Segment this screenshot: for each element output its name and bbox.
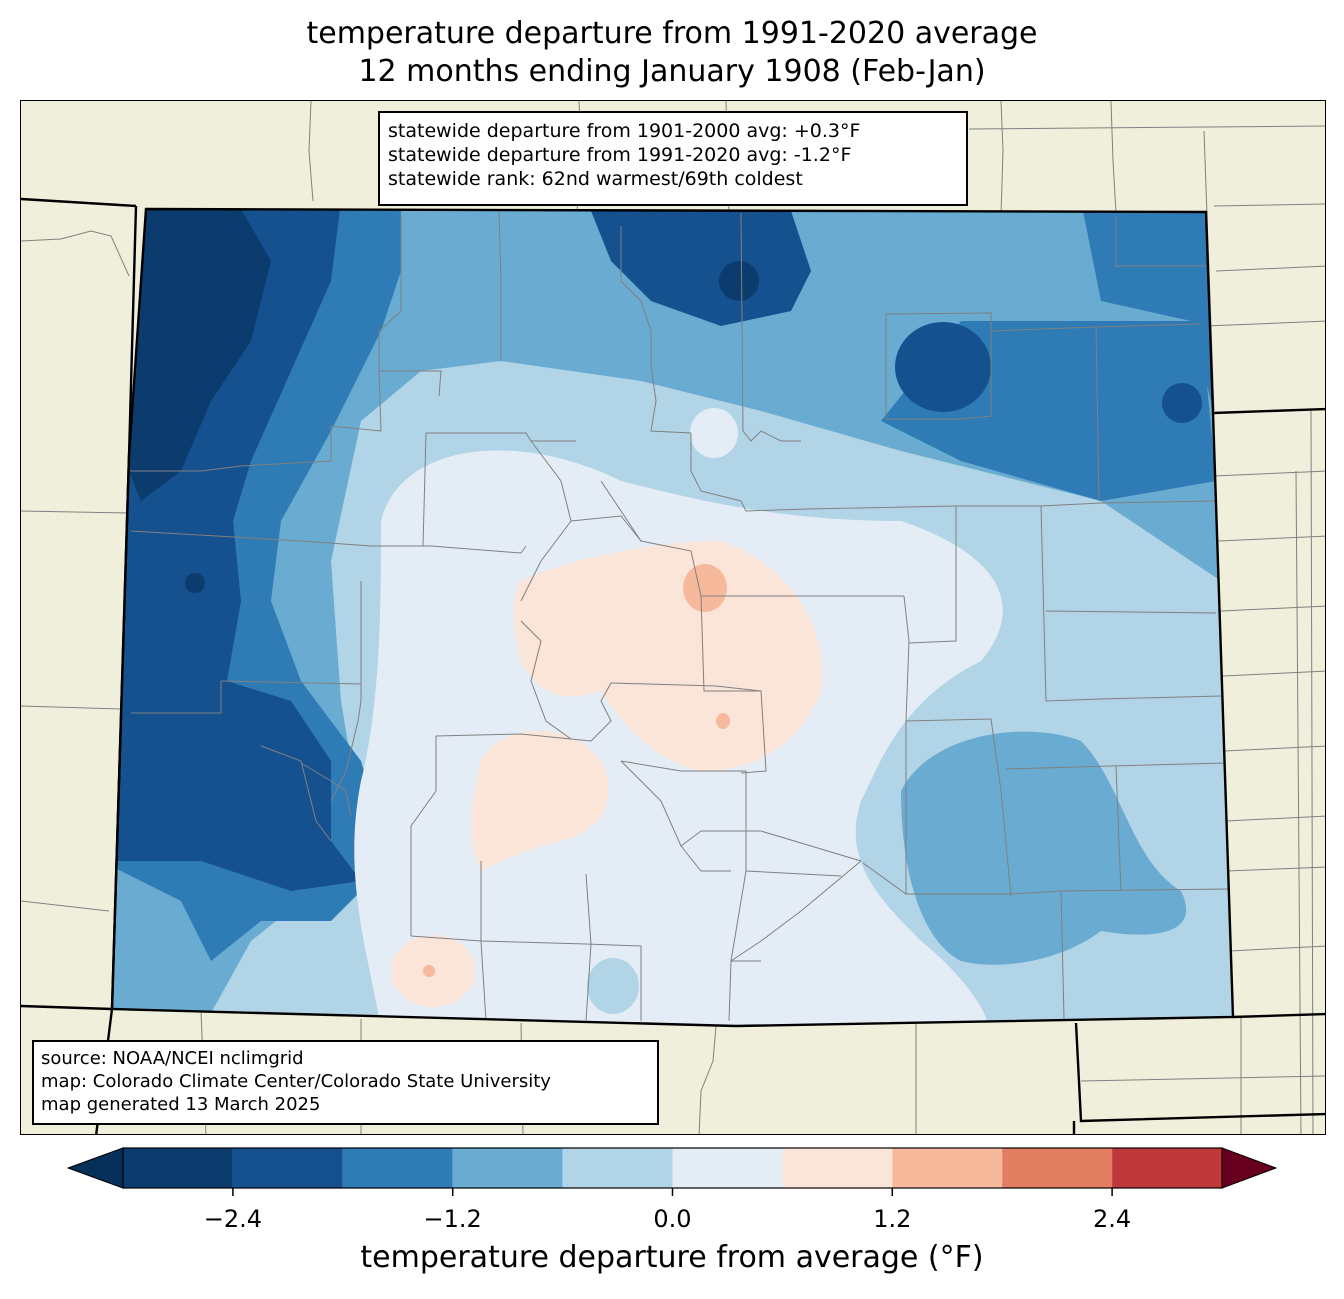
band-minus-1.2-se [901, 731, 1187, 965]
colorbar-tick-label: 1.2 [873, 1205, 912, 1233]
state-borders [21, 197, 1325, 1134]
colorbar-tick-label: 0.0 [653, 1205, 692, 1233]
cold-spot-ne [895, 322, 991, 412]
colorbar-bin [672, 1148, 783, 1188]
generated-date-line: map generated 13 March 2025 [41, 1094, 321, 1115]
map-panel [20, 100, 1326, 1135]
colorbar-over-arrow [1221, 1147, 1278, 1189]
colorbar-bin [782, 1148, 893, 1188]
map-title-line2: 12 months ending January 1908 (Feb-Jan) [358, 54, 986, 89]
stats-line-rank: statewide rank: 62nd warmest/69th coldes… [388, 168, 803, 190]
temperature-map [21, 101, 1325, 1134]
colorbar-under-arrow [66, 1147, 124, 1189]
source-box: source: NOAA/NCEI nclimgrid map: Colorad… [32, 1040, 659, 1125]
cold-spot-west [185, 573, 205, 593]
warm-spot-center [683, 564, 727, 612]
band-minus-3-north [591, 211, 811, 326]
county-lines [129, 210, 1232, 1022]
map-credit-line: map: Colorado Climate Center/Colorado St… [41, 1071, 551, 1092]
colorbar-bin [232, 1148, 343, 1188]
warm-spot-sw [423, 965, 435, 977]
stats-line-1991-2020: statewide departure from 1991-2020 avg: … [388, 144, 852, 166]
band-minus-2.4-north [491, 209, 1233, 471]
colorbar-bin [123, 1148, 233, 1188]
band-minus-0.6-north [690, 408, 738, 458]
colorbar-bin [452, 1148, 563, 1188]
source-line: source: NOAA/NCEI nclimgrid [41, 1048, 304, 1069]
colorbar-bin [1002, 1148, 1113, 1188]
colorbar-segments [66, 1147, 1278, 1189]
warm-spot-south [716, 713, 730, 729]
colorbar-ticks [232, 1188, 1113, 1196]
cold-spot-east [1162, 383, 1202, 423]
colorbar-label: temperature departure from average (°F) [360, 1240, 984, 1275]
band-plus-0 [513, 541, 823, 771]
colorbar-bin [562, 1148, 673, 1188]
cold-spot-north [719, 261, 759, 301]
colorbar [66, 1147, 1278, 1196]
colorbar-tick-label: −2.4 [203, 1205, 263, 1233]
colorbar-bin [1112, 1148, 1222, 1188]
statewide-stats-box: statewide departure from 1901-2000 avg: … [378, 111, 968, 206]
stats-line-1901-2000: statewide departure from 1901-2000 avg: … [388, 120, 861, 142]
band-core [129, 209, 271, 501]
band-plus-0-sw [471, 731, 609, 871]
colorbar-tick-label: 2.4 [1093, 1205, 1132, 1233]
band-minus-0.6-sw-cold [587, 958, 639, 1014]
colorbar-bin [892, 1148, 1003, 1188]
colorbar-tick-label: −1.2 [423, 1205, 482, 1233]
departure-shading [112, 209, 1233, 1026]
map-title-line1: temperature departure from 1991-2020 ave… [306, 16, 1038, 51]
colorbar-bin [342, 1148, 453, 1188]
